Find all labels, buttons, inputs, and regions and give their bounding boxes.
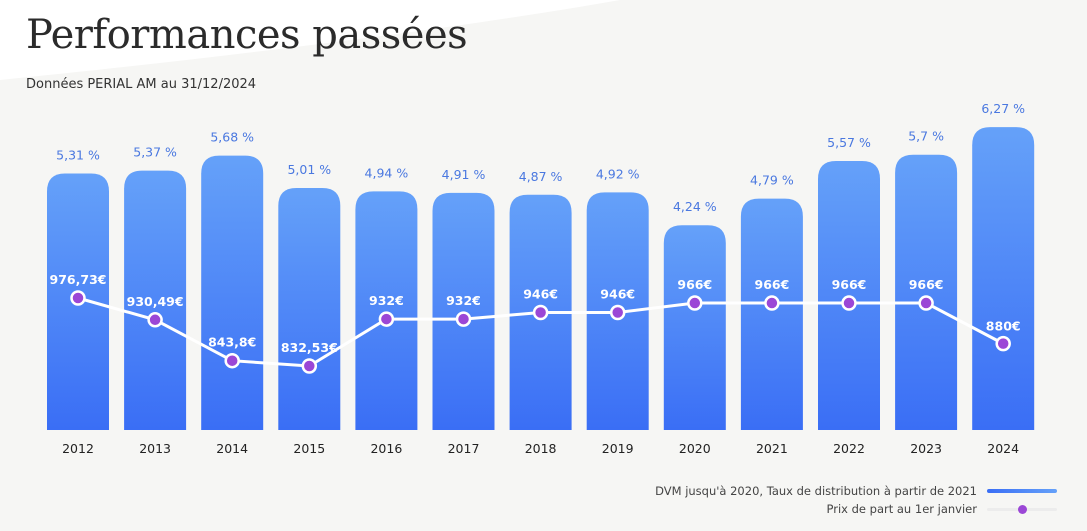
legend-line-swatch: [987, 504, 1057, 514]
price-point: [609, 304, 626, 321]
page-title: Performances passées: [26, 12, 468, 58]
x-tick-label: 2024: [987, 441, 1019, 456]
legend-label: DVM jusqu'à 2020, Taux de distribution à…: [655, 484, 977, 498]
price-value-label: 832,53€: [281, 340, 338, 355]
x-tick-label: 2021: [756, 441, 788, 456]
price-value-label: 930,49€: [127, 294, 184, 309]
bar-value-label: 4,79 %: [750, 173, 794, 188]
price-value-label: 946€: [600, 286, 635, 301]
x-tick-label: 2018: [525, 441, 557, 456]
bar-value-label: 6,27 %: [981, 101, 1025, 116]
price-point: [378, 311, 395, 327]
bar-2020: [663, 225, 726, 430]
price-value-label: 932€: [446, 293, 481, 308]
price-point: [224, 352, 240, 369]
price-point: [841, 295, 857, 311]
price-value-label: 966€: [832, 277, 867, 292]
x-tick-label: 2022: [833, 441, 865, 456]
subtitle: Données PERIAL AM au 31/12/2024: [26, 77, 257, 92]
bar-2021: [740, 198, 803, 430]
price-point: [455, 311, 472, 327]
bar-2015: [278, 188, 341, 430]
price-value-label: 932€: [369, 293, 404, 308]
price-value-label: 966€: [755, 277, 790, 292]
bar-2014: [201, 155, 264, 430]
price-point: [687, 295, 703, 311]
bar-value-label: 4,24 %: [673, 199, 717, 214]
bar-2023: [895, 154, 958, 430]
price-value-label: 843,8€: [208, 335, 256, 350]
bar-value-label: 4,94 %: [365, 165, 409, 180]
bar-value-label: 5,31 %: [56, 148, 100, 163]
bar-2013: [124, 170, 187, 430]
bar-value-label: 5,57 %: [827, 135, 871, 150]
bar-value-label: 4,87 %: [519, 169, 563, 184]
legend-item-distribution: DVM jusqu'à 2020, Taux de distribution à…: [655, 484, 1057, 498]
bar-value-label: 5,68 %: [210, 130, 254, 145]
price-point: [532, 304, 549, 321]
price-value-label: 880€: [986, 319, 1021, 334]
legend-item-price: Prix de part au 1er janvier: [826, 502, 1057, 516]
x-tick-label: 2019: [602, 441, 634, 456]
price-point: [918, 295, 934, 311]
price-point: [301, 358, 318, 374]
x-tick-label: 2014: [216, 441, 248, 456]
x-tick-label: 2023: [910, 441, 942, 456]
bar-value-label: 5,37 %: [133, 145, 177, 160]
bar-value-label: 5,7 %: [908, 129, 944, 144]
x-tick-label: 2015: [293, 441, 325, 456]
legend-label: Prix de part au 1er janvier: [826, 502, 978, 516]
price-point: [70, 290, 86, 306]
bar-value-label: 4,92 %: [596, 166, 640, 181]
price-value-label: 966€: [677, 277, 712, 292]
x-tick-label: 2013: [139, 441, 171, 456]
price-point: [147, 312, 163, 328]
price-value-label: 976,73€: [50, 272, 107, 287]
bar-value-label: 5,01 %: [287, 162, 331, 177]
x-tick-label: 2016: [370, 441, 402, 456]
x-tick-label: 2017: [448, 441, 480, 456]
price-point: [995, 335, 1011, 352]
bar-2024: [972, 127, 1035, 430]
price-value-label: 966€: [909, 277, 944, 292]
price-value-label: 946€: [523, 286, 558, 301]
bar-2016: [355, 191, 418, 430]
x-tick-label: 2020: [679, 441, 711, 456]
bar-value-label: 4,91 %: [442, 167, 486, 182]
legend-bar-swatch: [987, 489, 1057, 493]
x-tick-label: 2012: [62, 441, 94, 456]
price-point: [764, 295, 780, 311]
